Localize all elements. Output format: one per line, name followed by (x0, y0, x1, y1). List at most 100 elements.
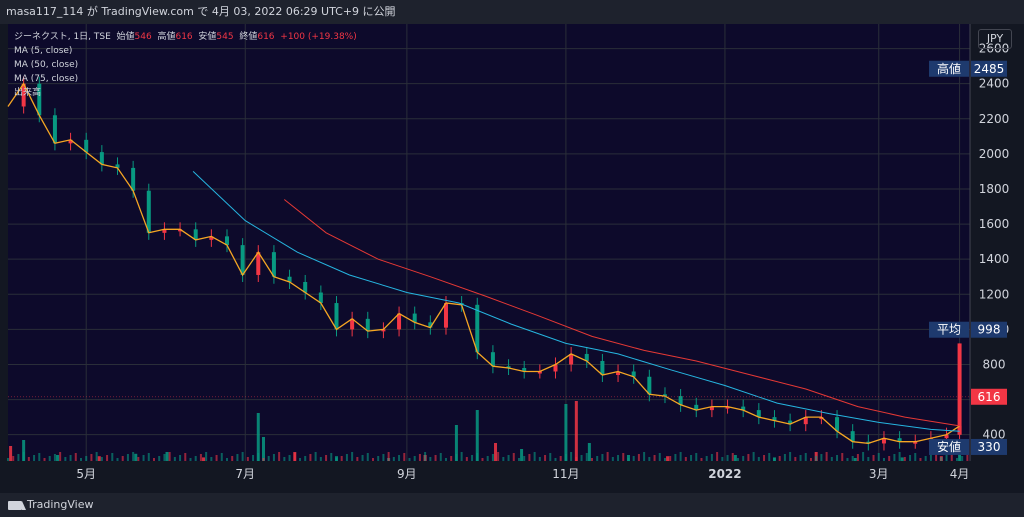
volume-bar-small (434, 455, 437, 461)
volume-bar-small (236, 454, 239, 461)
last-price-value: 616 (978, 390, 1001, 404)
volume-bar (202, 457, 206, 461)
tradingview-logo[interactable]: TradingView (8, 498, 93, 511)
candle-body (490, 352, 495, 367)
volume-bar-small (502, 457, 505, 461)
volume-bar-small (179, 455, 182, 461)
volume-bar-small (116, 458, 119, 461)
volume-bar-small (439, 453, 442, 461)
ohlc-open-value: 546 (134, 32, 152, 42)
legend: ジーネクスト, 1日, TSE 始値546 高値616 安値545 終値616 … (14, 30, 357, 100)
volume-bar (454, 425, 458, 461)
volume-bar (475, 410, 479, 461)
volume-bar-small (491, 454, 494, 461)
volume-bar-small (403, 453, 406, 461)
volume-bar-small (564, 454, 567, 461)
volume-bar-small (789, 452, 792, 461)
volume-bar-small (382, 454, 385, 461)
volume-bar-small (137, 457, 140, 461)
candle-body (412, 313, 417, 323)
price-label-value: 2485 (974, 62, 1005, 76)
volume-bar (9, 446, 13, 461)
volume-bar-small (387, 452, 390, 461)
candle-body (271, 252, 276, 277)
volume-bar-small (59, 452, 62, 461)
y-tick-label: 1400 (979, 252, 1010, 266)
volume-bar-small (580, 455, 583, 461)
volume-bar (587, 443, 591, 461)
indicator-ma75[interactable]: MA (75, close) (14, 74, 79, 84)
volume-bar-small (533, 452, 536, 461)
indicator-ma5[interactable]: MA (5, close) (14, 46, 73, 56)
volume-bar-small (721, 457, 724, 461)
volume-bar-small (872, 455, 875, 461)
volume-bar-small (517, 458, 520, 461)
volume-bar-small (966, 454, 969, 461)
volume-bar-small (252, 455, 255, 461)
volume-bar-small (147, 453, 150, 461)
candle-body (287, 276, 292, 282)
currency-button[interactable]: JPY (978, 29, 1012, 49)
price-label-box (971, 438, 1007, 455)
volume-bar-small (856, 454, 859, 461)
volume-bar-small (184, 453, 187, 461)
volume-bar (97, 456, 101, 461)
volume-bar (494, 443, 498, 461)
volume-bar-small (64, 457, 67, 461)
volume-bar-small (340, 456, 343, 461)
x-tick-label: 7月 (235, 467, 255, 481)
price-chart[interactable]: 4006008001000120014001600180020002200240… (0, 24, 1024, 493)
price-label-tag (929, 321, 969, 338)
candle-body (146, 190, 151, 233)
candle-body (553, 364, 558, 372)
volume-bar-small (132, 452, 135, 461)
volume-bar-small (570, 452, 573, 461)
volume-bar-small (262, 458, 265, 461)
volume-bar-small (38, 453, 41, 461)
brand-name: TradingView (27, 498, 94, 511)
volume-bar-small (669, 456, 672, 461)
volume-bar-small (783, 454, 786, 461)
y-tick-label: 400 (983, 428, 1006, 442)
volume-bar (56, 455, 60, 461)
candle-body (52, 115, 57, 144)
volume-bar (574, 401, 578, 461)
y-tick-label: 800 (983, 357, 1006, 371)
volume-bar-small (231, 456, 234, 461)
volume-bar-small (544, 455, 547, 461)
volume-bar-small (163, 454, 166, 461)
volume-bar-small (371, 458, 374, 461)
indicator-volume[interactable]: 出来高 (14, 88, 42, 98)
volume-bar-small (7, 458, 9, 461)
price-label-box (971, 60, 1007, 77)
y-tick-label: 1200 (979, 287, 1010, 301)
volume-bar-small (33, 455, 36, 461)
ma-lines (7, 82, 960, 445)
volume-bar-small (424, 452, 427, 461)
volume-bar-small (585, 453, 588, 461)
volume-bar-small (815, 456, 818, 461)
volume-bar-small (601, 454, 604, 461)
price-label-box (971, 321, 1007, 338)
indicator-ma50[interactable]: MA (50, close) (14, 60, 79, 70)
volume-bar-small (53, 454, 56, 461)
volume-bar-small (836, 455, 839, 461)
volume-bar-small (528, 454, 531, 461)
volume-bar-small (627, 458, 630, 461)
candle-body (850, 431, 855, 442)
ohlc-low-label: 安値 (198, 32, 217, 42)
volume-bar-small (674, 454, 677, 461)
last-price-box (971, 388, 1007, 405)
y-tick-label: 2400 (979, 77, 1010, 91)
volume-bar-small (356, 457, 359, 461)
candle-body (897, 438, 902, 442)
candle-body (21, 83, 26, 107)
volume-bar-small (199, 454, 202, 461)
volume-bar-small (210, 457, 213, 461)
volume-bar-small (632, 456, 635, 461)
bottom-bar: TradingView (0, 493, 1024, 517)
volume-bar (900, 457, 904, 461)
candle-body (68, 139, 73, 144)
volume-bar (165, 452, 169, 461)
candle-body (819, 417, 824, 420)
